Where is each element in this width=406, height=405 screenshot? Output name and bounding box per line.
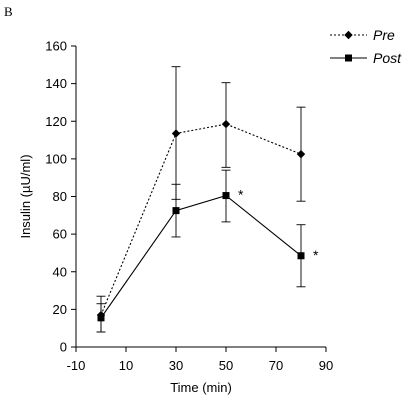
legend-label-pre: Pre — [373, 27, 395, 43]
legend-label-post: Post — [373, 50, 402, 66]
x-tick-label: 30 — [169, 358, 183, 373]
legend: Pre Post — [330, 27, 402, 66]
series-group: ** — [96, 66, 319, 333]
legend-marker-pre — [344, 30, 353, 40]
x-tick-label: 70 — [269, 358, 283, 373]
data-point-pre — [296, 149, 306, 159]
x-tick-label: 90 — [319, 358, 333, 373]
y-tick-label: 100 — [45, 151, 67, 166]
y-axis-label: Insulin (µU/ml) — [18, 154, 33, 238]
significance-marker: * — [238, 187, 244, 203]
panel-label: B — [4, 4, 13, 19]
data-point-post — [297, 252, 305, 260]
y-tick-label: 140 — [45, 76, 67, 91]
y-tick-label: 80 — [53, 189, 67, 204]
legend-marker-post — [345, 54, 352, 62]
y-tick-label: 0 — [60, 340, 67, 355]
data-point-pre — [221, 119, 231, 129]
axes: 0 20 40 60 80 100 120 140 160 -10 10 30 50 70 90 — [45, 39, 333, 374]
x-tick-label: 50 — [219, 358, 233, 373]
x-tick-label: -10 — [67, 358, 86, 373]
data-point-pre — [171, 129, 181, 138]
y-tick-label: 60 — [53, 227, 67, 242]
y-tick-label: 40 — [53, 264, 67, 279]
significance-marker: * — [313, 247, 319, 263]
series-post — [96, 169, 306, 333]
x-axis-label: Time (min) — [170, 380, 232, 395]
data-point-post — [172, 207, 180, 215]
series-pre — [96, 66, 306, 333]
y-tick-label: 20 — [53, 302, 67, 317]
data-point-post — [97, 314, 105, 322]
x-tick-label: 10 — [119, 358, 133, 373]
series-line-post — [100, 194, 302, 319]
series-line-pre — [100, 123, 302, 316]
data-point-post — [222, 192, 230, 200]
y-tick-label: 120 — [45, 114, 67, 129]
y-tick-label: 160 — [45, 39, 67, 54]
